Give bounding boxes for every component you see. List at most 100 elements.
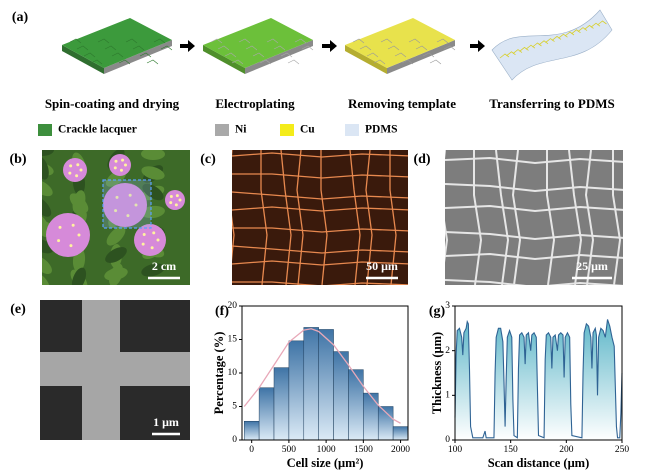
- cell-wall: [445, 183, 623, 193]
- flower-eye: [119, 168, 123, 172]
- scale-bar-label: 2 cm: [152, 259, 176, 273]
- pdms-texture: [558, 33, 568, 39]
- y-tick-label: 5: [232, 402, 237, 412]
- leaf: [71, 267, 87, 285]
- leaf: [141, 150, 165, 161]
- y-tick-label: 0: [445, 435, 450, 445]
- cell-wall: [445, 252, 623, 261]
- plate-texture: [153, 38, 166, 44]
- flower-eye: [121, 158, 125, 162]
- crack: [410, 150, 420, 285]
- plate-texture: [387, 45, 400, 51]
- plate-texture: [118, 59, 131, 65]
- plate-texture: [429, 59, 442, 65]
- leaf: [104, 267, 128, 281]
- plate-top: [203, 18, 313, 68]
- histogram-bar: [363, 392, 379, 441]
- crack: [320, 150, 328, 285]
- step-label: Removing template: [348, 96, 456, 111]
- area-fill: [455, 319, 622, 440]
- histogram-bar: [258, 387, 275, 441]
- y-axis-label: Thickness (μm): [430, 332, 444, 414]
- legend-label: Cu: [300, 124, 315, 136]
- cell-wall: [495, 150, 510, 285]
- crack: [389, 150, 397, 285]
- panel-label: (g): [429, 304, 446, 319]
- plate-texture: [132, 45, 145, 51]
- plate-texture: [443, 45, 456, 51]
- scale-bar-label: 50 μm: [366, 259, 398, 273]
- flower-eye: [126, 214, 130, 218]
- pdms-film: [491, 9, 613, 81]
- plate-texture: [238, 38, 251, 44]
- crack: [232, 173, 408, 179]
- legend-swatch: [345, 124, 359, 136]
- plate-texture: [266, 38, 279, 44]
- plate-texture: [436, 38, 449, 44]
- flower-eye: [174, 203, 178, 207]
- plate-texture: [294, 38, 307, 44]
- flower: [103, 183, 147, 227]
- cell-wall: [445, 279, 623, 285]
- histogram-bar: [243, 420, 260, 441]
- histogram-bar: [273, 367, 290, 441]
- y-tick-label: 3: [445, 301, 450, 311]
- crack: [232, 260, 408, 266]
- plate-texture: [104, 45, 117, 51]
- flower-eye: [71, 223, 75, 227]
- plate-texture: [408, 38, 421, 44]
- pdms-texture: [590, 22, 601, 28]
- axis-box: [454, 305, 623, 441]
- panel-label: (f): [215, 304, 229, 319]
- panel-label: (b): [9, 152, 26, 167]
- flower-eye: [69, 164, 73, 168]
- crack: [260, 150, 268, 285]
- x-tick-label: 2000: [391, 445, 410, 455]
- legend-label: PDMS: [365, 124, 398, 136]
- cell-wall: [445, 231, 623, 241]
- pdms-texture: [538, 40, 549, 46]
- flower-eye: [169, 195, 173, 199]
- photo-b: [42, 150, 190, 285]
- flower-eye: [175, 194, 179, 198]
- photo-e: [40, 300, 190, 440]
- plate-texture: [90, 59, 103, 65]
- flower-eye: [79, 168, 83, 172]
- plate-texture: [245, 45, 258, 51]
- flower-eye: [134, 203, 138, 207]
- plate-side: [203, 45, 245, 74]
- flower: [134, 224, 166, 256]
- leaf: [105, 247, 127, 263]
- x-tick-label: 1000: [317, 445, 336, 455]
- pdms-texture: [532, 42, 542, 48]
- histogram-bar: [288, 340, 305, 441]
- leaf: [42, 197, 52, 217]
- plate-texture: [287, 59, 300, 65]
- flower-eye: [114, 209, 118, 213]
- flower-eye: [69, 244, 73, 248]
- flower-eye: [58, 225, 62, 229]
- arrow: [180, 40, 195, 52]
- crack: [232, 152, 408, 158]
- leaf: [141, 166, 165, 180]
- plate-texture: [210, 38, 223, 44]
- flower-eye: [150, 246, 154, 250]
- arrow: [470, 40, 485, 52]
- plate-texture: [259, 59, 272, 65]
- y-tick-label: 2: [445, 346, 450, 356]
- flower-eye: [128, 193, 132, 197]
- histogram-bar: [392, 426, 409, 441]
- plate-texture: [231, 59, 244, 65]
- pdms-texture: [564, 31, 575, 37]
- thickness-line: [454, 319, 623, 439]
- flower-eye: [76, 163, 80, 167]
- leaf: [142, 183, 164, 201]
- flower-eye: [142, 232, 146, 236]
- pdms-texture: [571, 29, 581, 35]
- plate-texture: [359, 45, 372, 51]
- plate-texture: [373, 59, 386, 65]
- crack: [365, 150, 373, 285]
- plate-texture: [224, 52, 237, 58]
- x-tick-label: 200: [559, 445, 574, 455]
